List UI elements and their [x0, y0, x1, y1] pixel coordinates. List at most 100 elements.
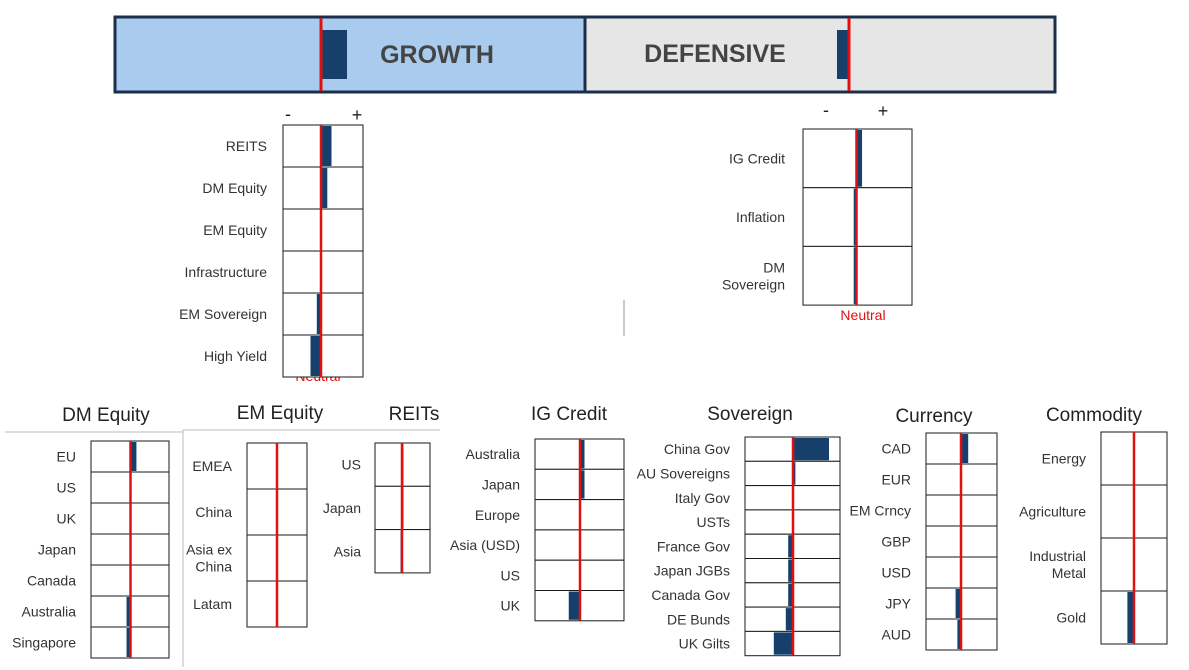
panel-title-reits: REITs	[389, 404, 440, 425]
label-growth-5: High Yield	[204, 348, 267, 364]
banner-growth-segment	[113, 15, 587, 94]
panel-title-sovereign: Sovereign	[707, 404, 793, 425]
label-sovereign-0: China Gov	[664, 441, 730, 457]
label-sovereign-2: Italy Gov	[675, 490, 730, 506]
growth-scale-minus: -	[285, 104, 291, 124]
label-dm-equity-6: Singapore	[12, 635, 76, 651]
label-sovereign-8: UK Gilts	[679, 636, 730, 652]
label-em-equity-0: EMEA	[192, 458, 232, 474]
panel-title-commodity: Commodity	[1046, 405, 1143, 426]
bar-currency-5	[955, 589, 961, 618]
banner-defensive-position-bar	[837, 30, 849, 79]
banner-defensive-label: DEFENSIVE	[644, 40, 786, 68]
panel-dm-equity: EU US UK Japan Canada Australia Singapore	[12, 440, 170, 659]
label-growth-1: DM Equity	[202, 180, 267, 196]
label-defensive-2: DM Sovereign	[722, 259, 785, 292]
label-ig-credit-3: Asia (USD)	[450, 537, 520, 553]
bar-commodity-3	[1127, 592, 1134, 643]
banner-growth-position-bar	[321, 30, 347, 79]
label-sovereign-5: Japan JGBs	[654, 563, 730, 579]
bar-ig-credit-1	[580, 470, 585, 499]
bar-currency-0	[961, 434, 969, 463]
bar-dm-equity-5	[126, 597, 131, 626]
label-reits-1: Japan	[323, 500, 361, 516]
panel-ig-credit: Australia Japan Europe Asia (USD) US UK	[450, 438, 625, 622]
label-currency-4: USD	[881, 565, 911, 581]
cell-growth-2	[282, 208, 364, 252]
bar-currency-6	[957, 620, 961, 649]
label-reits-2: Asia	[334, 543, 361, 559]
panel-defensive: IG Credit Inflation DM Sovereign	[722, 128, 913, 306]
bar-dm-equity-6	[126, 628, 131, 657]
bar-defensive-0	[856, 130, 863, 187]
cell-growth-5	[282, 334, 364, 378]
label-currency-6: AUD	[881, 627, 911, 643]
label-currency-0: CAD	[881, 441, 911, 457]
banner-growth-label: GROWTH	[380, 41, 494, 69]
label-em-equity-1: China	[195, 504, 232, 520]
bar-sovereign-4	[788, 535, 793, 558]
label-sovereign-1: AU Sovereigns	[637, 465, 730, 481]
panel-reits: US Japan Asia	[323, 442, 431, 574]
label-growth-4: EM Sovereign	[179, 306, 267, 322]
growth-scale-plus: +	[352, 105, 363, 125]
bar-sovereign-0	[793, 438, 829, 461]
label-sovereign-3: USTs	[697, 514, 730, 530]
label-commodity-2: Industrial Metal	[1029, 548, 1086, 581]
label-ig-credit-1: Japan	[482, 476, 520, 492]
label-dm-equity-1: US	[57, 480, 76, 496]
bar-growth-1	[321, 168, 328, 208]
label-em-equity-3: Latam	[193, 596, 232, 612]
label-ig-credit-0: Australia	[466, 446, 521, 462]
bar-defensive-2	[853, 247, 857, 305]
bar-ig-credit-5	[568, 591, 580, 620]
label-reits-0: US	[342, 457, 361, 473]
label-dm-equity-3: Japan	[38, 542, 76, 558]
label-ig-credit-4: US	[501, 567, 520, 583]
banner-defensive-segment	[583, 15, 1057, 94]
label-currency-5: JPY	[885, 596, 911, 612]
panel-em-equity: EMEA China Asia ex China Latam	[186, 442, 308, 628]
panel-growth: REITS DM Equity EM Equity Infrastructure EM …	[179, 124, 364, 378]
label-growth-3: Infrastructure	[185, 264, 268, 280]
bar-growth-5	[310, 336, 321, 376]
defensive-scale-minus: -	[823, 100, 829, 120]
banner: GROWTH DEFENSIVE	[113, 15, 1057, 94]
panel-title-ig-credit: IG Credit	[531, 404, 608, 425]
cell-growth-3	[282, 250, 364, 294]
panel-commodity: Energy Agriculture Industrial Metal Gold	[1019, 431, 1168, 645]
label-ig-credit-2: Europe	[475, 507, 520, 523]
bar-dm-equity-0	[130, 442, 137, 471]
label-dm-equity-5: Australia	[22, 604, 77, 620]
label-dm-equity-0: EU	[57, 449, 76, 465]
defensive-scale-plus: +	[878, 101, 889, 121]
label-dm-equity-2: UK	[57, 511, 77, 527]
label-em-equity-2: Asia ex China	[186, 542, 232, 575]
label-ig-credit-5: UK	[501, 598, 521, 614]
label-currency-3: GBP	[881, 534, 911, 550]
label-currency-1: EUR	[881, 472, 911, 488]
label-sovereign-4: France Gov	[657, 538, 730, 554]
panel-title-currency: Currency	[895, 406, 973, 427]
bar-sovereign-8	[773, 632, 793, 655]
label-commodity-0: Energy	[1042, 451, 1086, 467]
label-growth-0: REITS	[226, 138, 267, 154]
label-growth-2: EM Equity	[203, 222, 267, 238]
label-commodity-3: Gold	[1056, 610, 1086, 626]
label-sovereign-7: DE Bunds	[667, 611, 730, 627]
label-sovereign-6: Canada Gov	[651, 587, 730, 603]
bar-sovereign-6	[788, 583, 793, 607]
bar-ig-credit-0	[580, 440, 585, 469]
bar-sovereign-5	[788, 559, 793, 582]
defensive-neutral-label: Neutral	[840, 307, 885, 323]
bar-defensive-1	[853, 188, 857, 246]
panel-title-em-equity: EM Equity	[237, 403, 324, 424]
label-currency-2: EM Crncy	[850, 503, 911, 519]
label-dm-equity-4: Canada	[27, 573, 76, 589]
label-defensive-0: IG Credit	[729, 150, 785, 166]
label-defensive-1: Inflation	[736, 209, 785, 225]
cell-growth-4	[282, 292, 364, 336]
bar-sovereign-7	[785, 608, 793, 631]
panel-sovereign: China Gov AU Sovereigns Italy Gov USTs Franc…	[637, 436, 841, 657]
